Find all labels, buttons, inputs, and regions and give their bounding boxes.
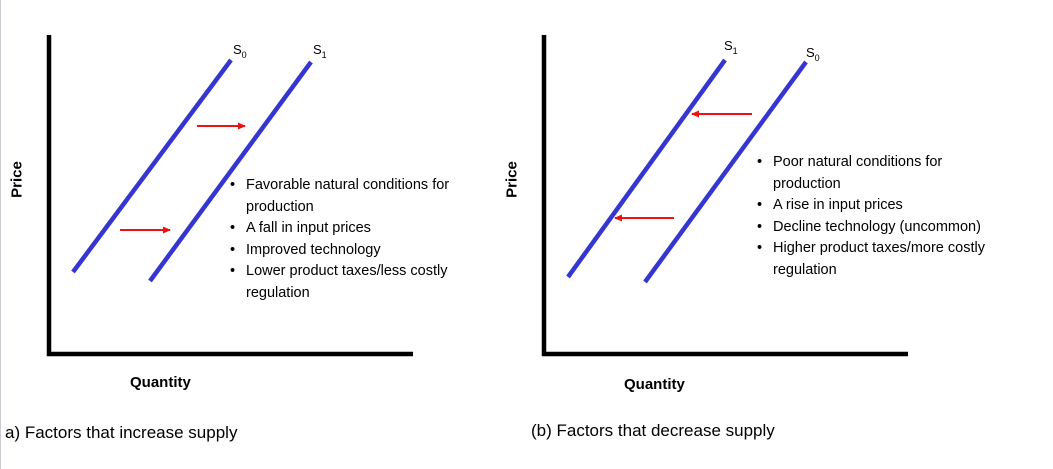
- panel-a-curve-s0-label: S0: [233, 42, 247, 60]
- panel-b-factor-item: Higher product taxes/more costly regulat…: [757, 238, 1002, 281]
- panel-a-factor-item: A fall in input prices: [230, 218, 480, 240]
- panel-a-axes: [46, 35, 413, 357]
- panel-b-curve-s1-label: S1: [724, 38, 738, 56]
- panel-a-curve-s1: [148, 60, 313, 283]
- panel-a-factor-item: Improved technology: [230, 240, 480, 262]
- panel-b-graph: S1 S0: [541, 35, 908, 357]
- panel-b-factor-item: A rise in input prices: [757, 195, 1002, 217]
- panel-b-caption: (b) Factors that decrease supply: [531, 421, 775, 440]
- panel-b-quantity-axis-label: Quantity: [624, 376, 685, 393]
- panel-a-curve-s1-label: S1: [313, 42, 327, 60]
- panel-b-curve-s1: [566, 58, 727, 279]
- panel-a-quantity-axis-label: Quantity: [130, 374, 191, 391]
- panel-a-price-axis-label: Price: [8, 161, 26, 198]
- panel-a-curve-s0: [71, 58, 233, 274]
- panel-b-factor-item: Decline technology (uncommon): [757, 217, 1002, 239]
- panel-a-caption: a) Factors that increase supply: [5, 423, 238, 442]
- panel-a-factor-item: Lower product taxes/less costly regulati…: [230, 261, 480, 304]
- panel-b-curve-s0: [643, 60, 808, 284]
- panel-a-factor-item: Favorable natural conditions for product…: [230, 175, 480, 218]
- panel-b-factor-list: Poor natural conditions for production A…: [757, 152, 1002, 281]
- left-edge-divider: [0, 0, 1, 469]
- panel-a-factor-list: Favorable natural conditions for product…: [230, 175, 480, 304]
- panel-a-graph: S0 S1: [46, 35, 413, 357]
- panel-b-axes: [541, 35, 908, 357]
- panel-b-curve-s0-label: S0: [806, 45, 820, 63]
- panel-b-factor-item: Poor natural conditions for production: [757, 152, 1002, 195]
- panel-b-price-axis-label: Price: [503, 161, 521, 198]
